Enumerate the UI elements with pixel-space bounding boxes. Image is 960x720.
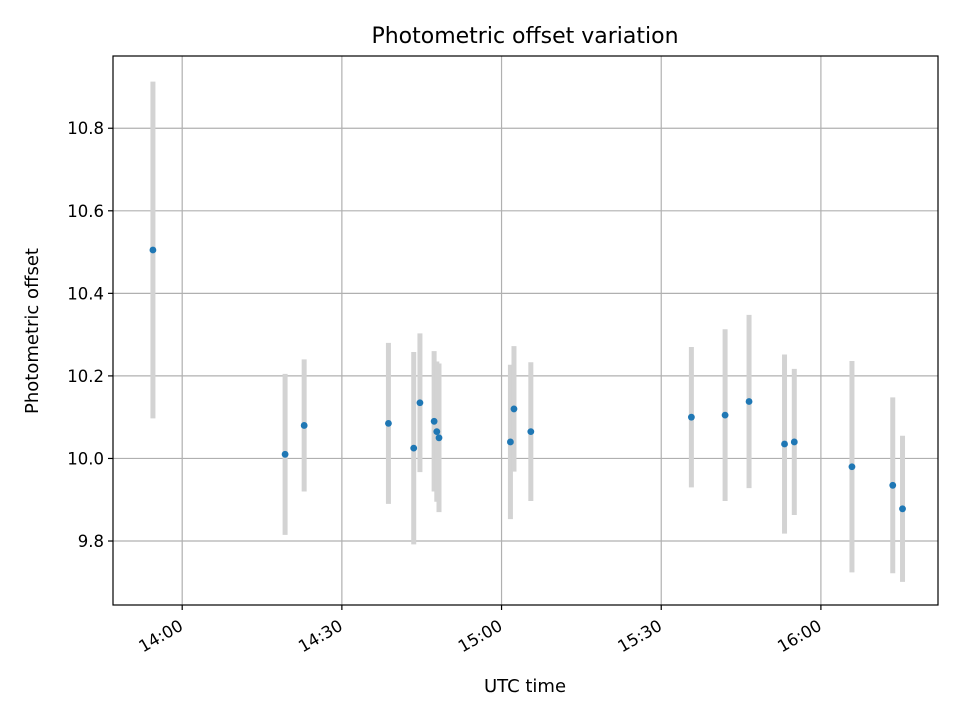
data-point — [745, 398, 753, 405]
data-point — [149, 246, 157, 254]
data-point — [527, 428, 535, 436]
chart-title: Photometric offset variation — [371, 24, 678, 49]
y-tick-label: 10.6 — [67, 202, 104, 221]
data-point — [435, 434, 443, 442]
data-point — [300, 422, 308, 429]
y-tick-label: 10.2 — [67, 367, 104, 386]
y-ticks: 9.8 10.0 10.2 10.4 10.6 10.8 — [67, 119, 113, 551]
y-tick-label: 10.0 — [67, 449, 104, 468]
data-point — [848, 463, 856, 471]
data-point — [416, 399, 424, 407]
data-point — [433, 428, 441, 436]
x-axis-label: UTC time — [484, 676, 566, 697]
y-tick-label: 10.4 — [67, 284, 104, 303]
data-points — [149, 246, 906, 513]
data-point — [430, 417, 438, 425]
data-point — [281, 450, 289, 458]
y-tick-label: 10.8 — [67, 119, 104, 138]
y-tick-label: 9.8 — [78, 532, 104, 551]
data-point — [510, 405, 518, 413]
data-point — [790, 438, 798, 446]
data-point — [687, 413, 695, 421]
data-point — [781, 440, 788, 448]
data-point — [721, 411, 729, 419]
y-axis-label: Photometric offset — [22, 248, 43, 414]
data-point — [889, 481, 897, 489]
data-point — [507, 438, 514, 446]
data-point — [410, 444, 418, 452]
data-point — [899, 505, 906, 513]
data-point — [385, 419, 392, 427]
plot-frame — [112, 55, 939, 606]
grid-lines — [113, 56, 938, 605]
